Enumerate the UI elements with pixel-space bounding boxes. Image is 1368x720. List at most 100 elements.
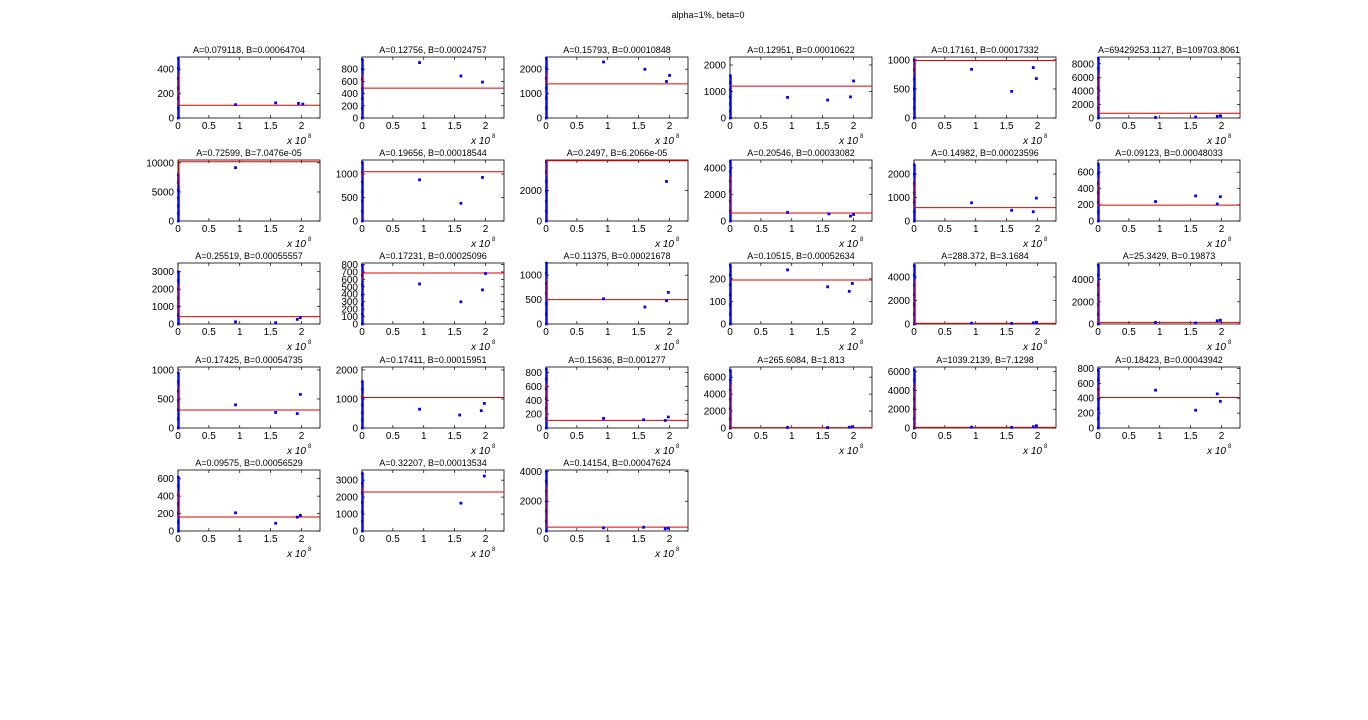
y-tick-label: 4000 (888, 386, 911, 397)
x-tick-label: 2 (851, 431, 857, 442)
x-tick-label: 0 (911, 327, 917, 338)
x-tick-label: 1 (421, 224, 427, 235)
data-point (177, 475, 180, 479)
y-tick-label: 6000 (1072, 73, 1095, 84)
data-point (177, 270, 180, 274)
x-tick-label: 2 (483, 327, 489, 338)
y-tick-label: 600 (1077, 168, 1094, 179)
data-point (418, 282, 421, 286)
y-tick-label: 0 (352, 527, 358, 538)
data-point (482, 402, 486, 405)
y-tick-label: 400 (157, 65, 174, 76)
figure-title: alpha=1%, beta=0 (671, 10, 744, 20)
x-tick-label: 0.5 (570, 431, 584, 442)
x-tick-label: 1.5 (1184, 224, 1198, 235)
data-point (729, 417, 732, 420)
x-tick-label: 1 (973, 431, 979, 442)
data-point (1034, 196, 1038, 200)
axes-box (913, 159, 1057, 222)
x-tick-label: 0.5 (570, 224, 584, 235)
subplot: A=0.17411, B=0.00015951 0 0.5 1 1.5 2 x 10 8 0 10… (336, 355, 505, 457)
y-tick-label: 4000 (1072, 86, 1095, 97)
data-point (545, 66, 548, 70)
x-multiplier: x 10 (470, 342, 490, 353)
data-point (1218, 195, 1222, 199)
subplot-title: A=0.15793, B=0.00010848 (563, 45, 671, 55)
axes-box (729, 56, 873, 119)
x-multiplier: x 10 (286, 342, 306, 353)
x-tick-label: 1.5 (448, 327, 462, 338)
data-point (1097, 426, 1100, 430)
y-tick-label: 1000 (704, 87, 727, 98)
data-point (666, 290, 670, 294)
data-point (1097, 303, 1100, 306)
axes-box (545, 56, 689, 119)
data-point (1215, 202, 1219, 206)
data-point (545, 509, 548, 513)
data-point (295, 317, 299, 321)
data-point (913, 313, 916, 316)
subplot-title: A=0.19656, B=0.00018544 (379, 148, 487, 158)
data-point (913, 172, 916, 176)
subplot-title: A=0.09575, B=0.00056529 (195, 458, 303, 468)
data-point (1010, 321, 1014, 325)
data-point (361, 529, 364, 533)
data-point (545, 160, 548, 163)
data-point (361, 116, 364, 120)
data-point (1097, 106, 1100, 110)
x-tick-label: 1.5 (816, 224, 830, 235)
x-tick-label: 0.5 (938, 224, 952, 235)
data-point (274, 101, 278, 105)
x-exponent: 8 (1044, 340, 1048, 346)
axes-box (361, 56, 505, 119)
data-point (177, 426, 180, 430)
subplot: A=0.079118, B=0.00064704 0 0.5 1 1.5 2 x 10 8 0 2… (157, 45, 321, 147)
subplot-title: A=0.12951, B=0.00010622 (747, 45, 855, 55)
y-tick-label: 0 (352, 217, 358, 228)
data-point (1097, 313, 1100, 316)
subplot: A=0.17231, B=0.00025096 0 0.5 1 1.5 2 x 10 8 010… (341, 251, 505, 353)
data-point (1215, 319, 1219, 323)
y-tick-label: 2000 (704, 407, 727, 418)
x-multiplier: x 10 (838, 446, 858, 457)
data-point (361, 419, 364, 422)
subplot: A=0.25519, B=0.00055557 0 0.5 1 1.5 2 x 10 8 0 10… (152, 251, 321, 353)
x-tick-label: 1.5 (632, 327, 646, 338)
data-point (1097, 322, 1100, 326)
x-tick-label: 1 (1157, 121, 1163, 132)
y-tick-label: 2000 (520, 65, 543, 76)
data-point (1215, 392, 1219, 396)
axes-box (545, 262, 689, 325)
x-tick-label: 0.5 (570, 327, 584, 338)
data-point (545, 271, 548, 275)
data-point (177, 529, 180, 533)
data-point (482, 474, 486, 478)
data-point (602, 526, 605, 530)
data-point (545, 416, 548, 420)
x-exponent: 8 (1044, 444, 1048, 450)
x-tick-label: 0 (543, 327, 549, 338)
x-tick-label: 1 (605, 327, 611, 338)
subplot-title: A=288.372, B=3.1684 (941, 251, 1029, 261)
subplot: A=25.3429, B=0.19873 0 0.5 1 1.5 2 x 10 8 0 2000 4… (1072, 251, 1241, 353)
data-point (913, 426, 916, 430)
axes-box (1097, 262, 1241, 325)
y-tick-label: 500 (157, 394, 174, 405)
data-point (1097, 417, 1100, 420)
y-tick-label: 0 (536, 320, 542, 331)
data-point (1097, 368, 1100, 372)
data-point (361, 283, 364, 287)
data-point (1031, 425, 1035, 429)
y-tick-label: 0 (536, 217, 542, 228)
x-exponent: 8 (676, 547, 680, 553)
y-tick-label: 10000 (146, 158, 174, 169)
data-point (729, 378, 732, 382)
data-point (1154, 116, 1157, 119)
data-point (177, 493, 180, 497)
x-tick-label: 1 (605, 534, 611, 545)
data-point (545, 282, 548, 285)
y-tick-label: 100 (341, 312, 358, 323)
x-tick-label: 1 (973, 327, 979, 338)
data-point (545, 261, 548, 265)
